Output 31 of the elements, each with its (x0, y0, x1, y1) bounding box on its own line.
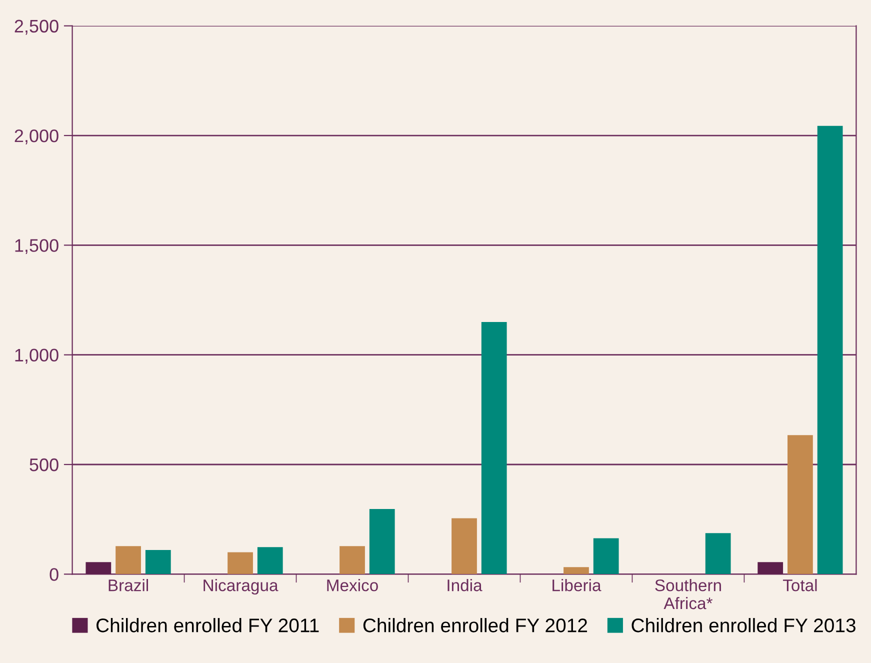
bar (340, 546, 365, 574)
bar (452, 518, 477, 574)
bar (758, 562, 784, 574)
bar (369, 509, 395, 574)
y-tick-label: 500 (30, 458, 58, 472)
bar (257, 547, 283, 574)
bar (593, 538, 619, 574)
y-tick-label: 1,500 (15, 239, 58, 254)
legend-label: Children enrolled FY 2013 (632, 618, 856, 632)
bar (705, 533, 731, 574)
y-tick-label: 2,500 (14, 20, 58, 35)
x-tick-label: India (448, 579, 482, 592)
x-tick-label: Southern Africa* (655, 579, 721, 610)
bar (228, 552, 253, 574)
x-tick-label: Brazil (108, 579, 148, 592)
bar (481, 322, 507, 574)
x-tick-label: Liberia (552, 579, 602, 592)
x-tick-label: Mexico (327, 579, 378, 592)
bar (564, 567, 589, 574)
bar (116, 546, 141, 574)
legend-label: Children enrolled FY 2011 (96, 618, 319, 632)
bar (145, 550, 171, 574)
legend-label: Children enrolled FY 2012 (363, 618, 588, 632)
y-tick-label: 1,000 (15, 348, 58, 364)
y-tick-label: 0 (50, 568, 58, 581)
x-tick-label: Total (782, 579, 817, 592)
bar (788, 435, 813, 574)
bar (817, 126, 843, 574)
x-tick-label: Nicaragua (204, 579, 278, 595)
bar (86, 562, 112, 574)
y-tick-label: 2,000 (14, 129, 58, 144)
